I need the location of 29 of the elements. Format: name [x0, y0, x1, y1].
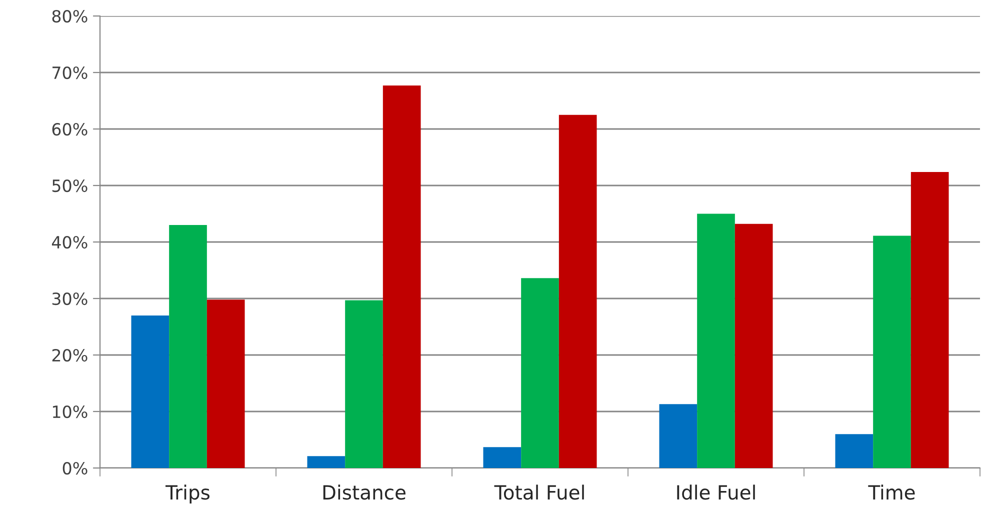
- x-tick-label: Time: [868, 484, 915, 500]
- x-tick-label: Idle Fuel: [677, 484, 755, 500]
- bar: [483, 447, 522, 468]
- bar: [873, 236, 911, 468]
- bar: [345, 300, 383, 468]
- x-tick-label: Total Fuel: [494, 484, 584, 500]
- bar: [307, 456, 346, 468]
- x-tick-label: Trips: [166, 484, 210, 504]
- bar: [697, 214, 735, 468]
- bar: [382, 85, 421, 468]
- y-tick-label: 50%: [52, 179, 88, 192]
- y-tick-label: 40%: [52, 236, 88, 249]
- y-tick-label: 60%: [52, 122, 88, 136]
- bar: [835, 434, 874, 468]
- y-tick-label: 30%: [52, 292, 88, 306]
- y-tick-label: 0%: [62, 462, 88, 475]
- y-tick-label: 70%: [52, 66, 88, 80]
- bar: [910, 172, 949, 468]
- y-tick-label: 10%: [52, 405, 88, 418]
- y-tick-label: 80%: [52, 10, 88, 23]
- bar: [521, 278, 559, 468]
- bar: [206, 300, 245, 468]
- x-tick-label: Distance: [323, 484, 406, 500]
- bar: [131, 315, 170, 468]
- bar: [734, 224, 773, 468]
- bar: [169, 225, 207, 468]
- y-tick-label: 20%: [52, 348, 88, 362]
- bar: [659, 404, 698, 468]
- bar: [558, 114, 597, 468]
